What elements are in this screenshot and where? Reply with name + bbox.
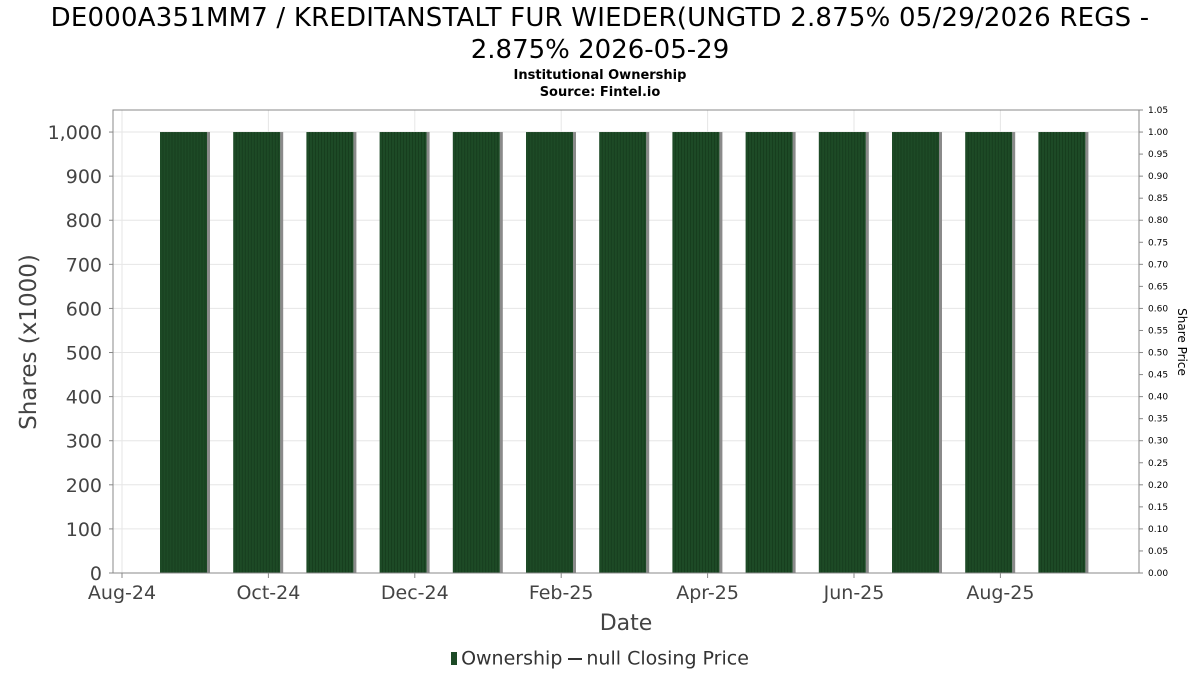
y2-tick-label: 0.90 bbox=[1148, 172, 1168, 182]
chart-title-line2: 2.875% 2026-05-29 bbox=[470, 35, 730, 65]
ownership-bar bbox=[1038, 132, 1086, 574]
bar-shadow bbox=[280, 132, 284, 574]
x-tick-label: Jun-25 bbox=[823, 582, 885, 604]
y2-tick-label: 0.55 bbox=[1148, 326, 1168, 336]
y2-tick-label: 0.25 bbox=[1148, 459, 1168, 469]
y2-axis: 0.00 0.05 0.10 0.15 0.20 0.25 0.30 0.35 0.40 0.45… bbox=[1139, 106, 1168, 579]
chart-title-line1: DE000A351MM7 / KREDITANSTALT FUR WIEDER(… bbox=[50, 3, 1150, 33]
y2-tick-label: 0.80 bbox=[1148, 216, 1168, 226]
chart-subtitle: Institutional Ownership bbox=[513, 68, 687, 83]
y2-tick-label: 0.00 bbox=[1148, 569, 1168, 579]
y-tick-label: 800 bbox=[66, 210, 102, 232]
y-tick-label: 900 bbox=[66, 166, 102, 188]
legend-ownership-swatch bbox=[451, 652, 458, 665]
bar-shadow bbox=[939, 132, 942, 574]
ownership-bar bbox=[599, 132, 647, 574]
x-tick-label: Apr-25 bbox=[676, 582, 739, 604]
bar-shadow bbox=[646, 132, 650, 574]
bar-series bbox=[160, 132, 1089, 574]
y2-tick-label: 0.10 bbox=[1148, 525, 1168, 535]
ownership-bar bbox=[892, 132, 939, 574]
y-tick-label: 1,000 bbox=[48, 122, 102, 144]
x-tick-label: Dec-24 bbox=[381, 582, 449, 604]
y2-tick-label: 0.95 bbox=[1148, 150, 1168, 160]
y-tick-label: 500 bbox=[66, 343, 102, 365]
y2-tick-label: 0.15 bbox=[1148, 503, 1168, 513]
y-tick-label: 200 bbox=[66, 475, 102, 497]
y-axis-label: Shares (x1000) bbox=[16, 254, 42, 430]
x-axis-label: Date bbox=[600, 611, 653, 636]
y2-tick-label: 1.00 bbox=[1148, 128, 1168, 138]
y-tick-label: 0 bbox=[90, 563, 102, 585]
y-tick-label: 400 bbox=[66, 387, 102, 409]
ownership-bar bbox=[160, 132, 207, 574]
y2-axis-label: Share Price bbox=[1175, 308, 1189, 376]
x-tick-label: Oct-24 bbox=[236, 582, 300, 604]
x-tick-label: Aug-25 bbox=[966, 582, 1034, 604]
bar-shadow bbox=[353, 132, 357, 574]
ownership-bar bbox=[379, 132, 427, 574]
x-axis: Aug-24 Oct-24 Dec-24 Feb-25 Apr-25 Jun-25 Aug-… bbox=[88, 573, 1034, 604]
ownership-bar bbox=[526, 132, 573, 574]
y2-tick-label: 0.20 bbox=[1148, 481, 1168, 491]
legend-ownership-label: Ownership bbox=[461, 647, 563, 670]
y2-tick-label: 0.60 bbox=[1148, 304, 1168, 314]
bar-shadow bbox=[573, 132, 576, 574]
bar-shadow bbox=[207, 132, 210, 574]
legend-price-swatch bbox=[568, 657, 583, 660]
bar-shadow bbox=[792, 132, 796, 574]
chart-source: Source: Fintel.io bbox=[539, 85, 661, 100]
y2-tick-label: 0.40 bbox=[1148, 393, 1168, 403]
y-tick-label: 700 bbox=[66, 254, 102, 276]
ownership-bar bbox=[233, 132, 281, 574]
y-tick-label: 300 bbox=[66, 431, 102, 453]
x-tick-label: Aug-24 bbox=[88, 582, 156, 604]
y2-tick-label: 0.50 bbox=[1148, 349, 1168, 359]
ownership-bar bbox=[452, 132, 500, 574]
y-axis: 0 100 200 300 400 500 600 700 800 900 1,000 bbox=[48, 122, 113, 585]
bar-shadow bbox=[499, 132, 503, 574]
bar-shadow bbox=[426, 132, 430, 574]
y2-tick-label: 0.30 bbox=[1148, 437, 1168, 447]
bar-shadow bbox=[719, 132, 723, 574]
ownership-bar bbox=[306, 132, 354, 574]
y-tick-label: 100 bbox=[66, 519, 102, 541]
y2-tick-label: 0.75 bbox=[1148, 238, 1168, 248]
legend-price-label: null Closing Price bbox=[586, 647, 749, 670]
ownership-bar bbox=[672, 132, 720, 574]
bar-shadow bbox=[865, 132, 869, 574]
y2-tick-label: 0.45 bbox=[1148, 371, 1168, 381]
ownership-bar bbox=[818, 132, 866, 574]
y2-tick-label: 0.35 bbox=[1148, 415, 1168, 425]
y2-tick-label: 1.05 bbox=[1148, 106, 1168, 116]
y2-tick-label: 0.05 bbox=[1148, 547, 1168, 557]
chart-legend: Ownership null Closing Price bbox=[0, 647, 1200, 670]
plot-area-border bbox=[112, 109, 1140, 574]
ownership-bar bbox=[965, 132, 1013, 574]
bar-shadow bbox=[1012, 132, 1016, 574]
x-tick-label: Feb-25 bbox=[529, 582, 594, 604]
ownership-bar bbox=[745, 132, 793, 574]
y2-tick-label: 0.70 bbox=[1148, 260, 1168, 270]
y2-tick-label: 0.65 bbox=[1148, 282, 1168, 292]
y-tick-label: 600 bbox=[66, 298, 102, 320]
y2-tick-label: 0.85 bbox=[1148, 194, 1168, 204]
bar-shadow bbox=[1085, 132, 1089, 574]
